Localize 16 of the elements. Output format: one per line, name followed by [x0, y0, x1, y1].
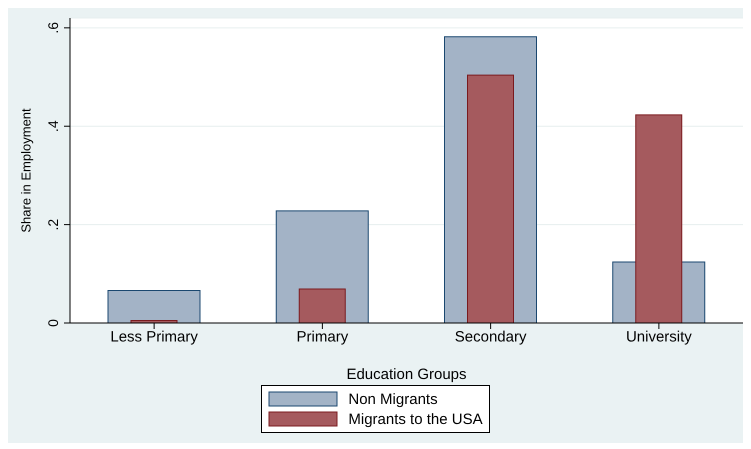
y-tick-label: 0	[45, 318, 61, 327]
x-tick-label: Secondary	[454, 328, 527, 346]
x-tick-label: Less Primary	[110, 328, 198, 346]
bar	[467, 74, 514, 323]
x-tick-label: Primary	[296, 328, 349, 346]
bar	[298, 288, 346, 323]
bar	[635, 114, 682, 323]
y-tick-label: .2	[45, 218, 61, 230]
bar	[108, 290, 200, 323]
x-axis-title: Education Groups	[346, 366, 467, 383]
y-tick-label: .6	[45, 22, 61, 34]
y-axis-title: Share in Employment	[18, 108, 34, 233]
legend-label: Migrants to the USA	[348, 410, 483, 428]
y-tick-label: .4	[45, 120, 61, 132]
x-tick-label: University	[626, 328, 692, 346]
legend-label: Non Migrants	[348, 390, 438, 408]
